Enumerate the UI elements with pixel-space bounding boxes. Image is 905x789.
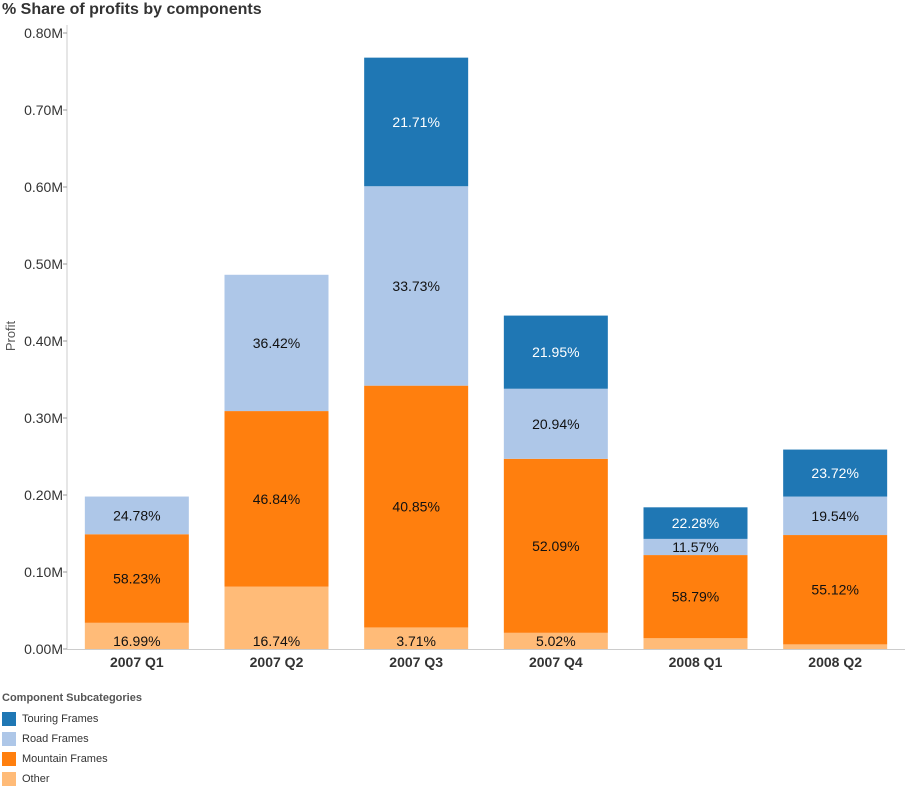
x-tick-label: 2007 Q2	[250, 654, 304, 670]
data-label: 33.73%	[392, 278, 439, 294]
y-tick-label: 0.50M	[24, 256, 63, 272]
legend-swatch	[2, 732, 16, 746]
bar-segment-road-frames	[503, 388, 608, 459]
data-label: 21.71%	[392, 114, 439, 130]
bar-segment-other	[364, 627, 469, 649]
bar-segment-other	[643, 638, 748, 649]
data-label: 22.28%	[672, 515, 719, 531]
data-label: 58.23%	[113, 571, 160, 587]
legend-swatch	[2, 772, 16, 786]
data-label: 55.12%	[811, 582, 858, 598]
bar-segment-mountain-frames	[783, 535, 888, 645]
data-label: 58.79%	[672, 589, 719, 605]
legend-label: Mountain Frames	[22, 753, 108, 765]
legend: Component Subcategories Touring Frames Ro…	[2, 692, 142, 789]
bar-segment-touring-frames	[643, 507, 748, 539]
bar-segment-mountain-frames	[643, 555, 748, 639]
data-label: 19.54%	[811, 508, 858, 524]
bar-segment-road-frames	[643, 538, 748, 556]
data-label: 16.74%	[253, 633, 300, 649]
bar-segment-mountain-frames	[84, 534, 189, 623]
y-tick-label: 0.80M	[24, 25, 63, 41]
chart-title: % Share of profits by components	[2, 1, 262, 18]
data-label: 3.71%	[396, 633, 436, 649]
y-tick-label: 0.60M	[24, 179, 63, 195]
bar-segment-touring-frames	[503, 315, 608, 389]
legend-item: Other	[2, 769, 142, 789]
bar-segment-mountain-frames	[364, 385, 469, 628]
legend-items: Touring Frames Road Frames Mountain Frames…	[2, 709, 142, 789]
x-tick-label: 2007 Q1	[110, 654, 164, 670]
y-tick-label: 0.30M	[24, 410, 63, 426]
bar-segment-touring-frames	[364, 57, 469, 187]
bar-segment-touring-frames	[783, 449, 888, 497]
legend-item: Mountain Frames	[2, 749, 142, 769]
x-tick-label: 2008 Q1	[669, 654, 723, 670]
bar-segment-mountain-frames	[503, 458, 608, 633]
bar-segment-mountain-frames	[224, 411, 329, 587]
y-tick-label: 0.20M	[24, 487, 63, 503]
bar-segment-other	[224, 586, 329, 649]
data-label: 46.84%	[253, 491, 300, 507]
data-label: 5.02%	[536, 633, 576, 649]
legend-label: Other	[22, 773, 50, 785]
legend-swatch	[2, 712, 16, 726]
data-label: 23.72%	[811, 465, 858, 481]
x-tick-label: 2007 Q4	[529, 654, 583, 670]
data-label: 36.42%	[253, 335, 300, 351]
bar-segment-road-frames	[364, 186, 469, 386]
bar-segment-other	[503, 632, 608, 649]
x-tick-label: 2007 Q3	[389, 654, 443, 670]
legend-item: Touring Frames	[2, 709, 142, 729]
y-tick-label: 0.00M	[24, 641, 63, 657]
x-tick-label: 2008 Q2	[808, 654, 862, 670]
data-label: 40.85%	[392, 499, 439, 515]
data-label: 16.99%	[113, 633, 160, 649]
bar-segment-road-frames	[84, 496, 189, 535]
bar-segment-road-frames	[783, 496, 888, 536]
data-label: 24.78%	[113, 507, 160, 523]
y-axis-label: Profit	[3, 320, 18, 351]
y-tick-label: 0.40M	[24, 333, 63, 349]
legend-item: Road Frames	[2, 729, 142, 749]
y-tick-label: 0.70M	[24, 102, 63, 118]
legend-swatch	[2, 752, 16, 766]
data-label: 20.94%	[532, 416, 579, 432]
bar-segment-other	[84, 622, 189, 649]
data-label: 21.95%	[532, 344, 579, 360]
data-label: 11.57%	[672, 539, 718, 555]
y-tick-label: 0.10M	[24, 564, 63, 580]
bar-segment-other	[783, 644, 888, 649]
legend-label: Road Frames	[22, 733, 89, 745]
legend-label: Touring Frames	[22, 713, 99, 725]
chart-plot: 0.00M 0.10M 0.20M 0.30M 0.40M 0.50M 0.60M 0.70M…	[3, 25, 905, 670]
legend-title: Component Subcategories	[2, 692, 142, 704]
data-label: 52.09%	[532, 538, 579, 554]
bar-segment-road-frames	[224, 274, 329, 412]
